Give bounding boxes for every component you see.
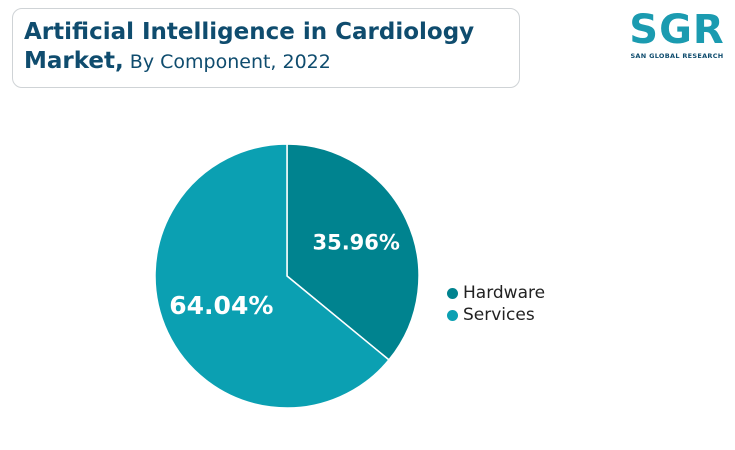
chart-title-market: Market, (24, 48, 124, 74)
legend-label-hardware: Hardware (463, 283, 546, 303)
pie-slice-hardware (286, 143, 420, 361)
pie-data-labels: 35.96% 64.04% (169, 230, 400, 320)
legend: Hardware Services (447, 282, 545, 326)
title-box: Artificial Intelligence in Cardiology Ma… (12, 8, 520, 88)
pie-slices (154, 143, 420, 409)
logo-subtitle: SAN GLOBAL RESEARCH (630, 52, 724, 60)
data-label-services: 64.04% (169, 291, 273, 320)
legend-swatch-hardware (447, 287, 458, 299)
chart-title-line-2: Market, By Component, 2022 (24, 46, 519, 77)
chart-title-line-1: Artificial Intelligence in Cardiology (24, 19, 475, 45)
pie-slice-services (154, 143, 390, 409)
legend-item-services: Services (447, 304, 545, 326)
logo-mark: SGR (629, 7, 725, 53)
legend-item-hardware: Hardware (447, 282, 545, 304)
chart-subtitle: By Component, 2022 (123, 51, 331, 73)
data-label-hardware: 35.96% (312, 230, 399, 254)
legend-label-services: Services (463, 305, 535, 325)
legend-swatch-services (447, 309, 458, 321)
sgr-logo-icon: SGR SAN GLOBAL RESEARCH (628, 10, 726, 65)
